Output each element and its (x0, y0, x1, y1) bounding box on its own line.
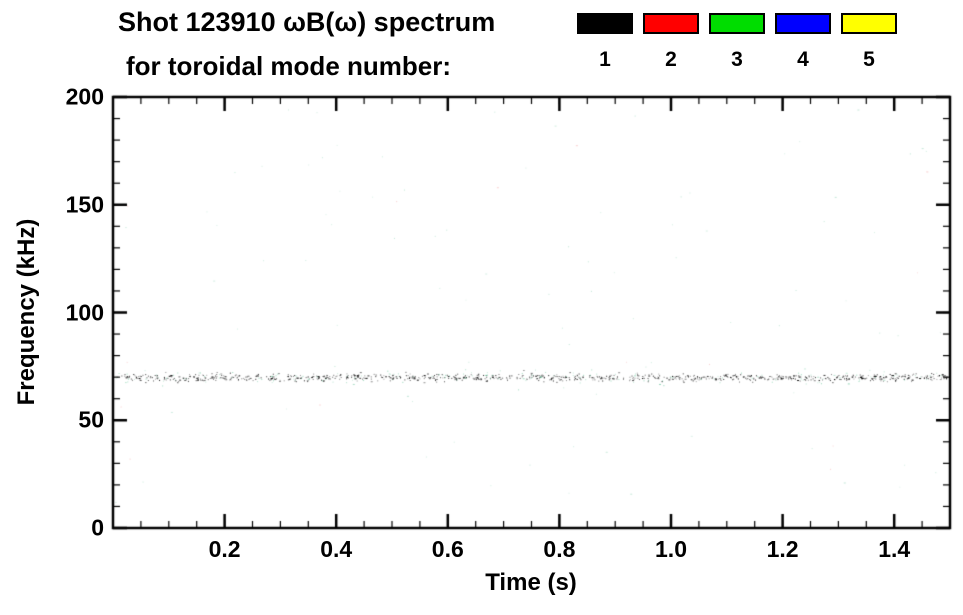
y-tick-label: 100 (65, 299, 104, 325)
legend-item: 1 (577, 13, 633, 72)
legend-mode-number-label: 4 (797, 48, 809, 71)
y-tick-label: 150 (65, 191, 104, 218)
x-tick-label: 1.0 (655, 536, 687, 562)
figure-title-line1: Shot 123910 ωB(ω) spectrum (118, 7, 496, 37)
x-tick-label: 0.2 (208, 536, 241, 562)
y-tick-label: 200 (65, 83, 104, 110)
legend: 1 2 3 4 5 (577, 13, 897, 72)
y-axis-label: Frequency (kHz) (13, 218, 40, 406)
legend-item: 3 (709, 13, 765, 72)
x-tick-label: 0.4 (320, 536, 353, 562)
x-tick-label: 0.8 (543, 536, 576, 562)
legend-mode-number-label: 1 (599, 48, 611, 71)
legend-item: 4 (775, 13, 831, 72)
legend-color-swatch (709, 13, 765, 34)
legend-item: 2 (643, 13, 699, 72)
x-tick-label: 1.2 (766, 536, 799, 562)
x-axis-label: Time (s) (485, 569, 577, 596)
figure-title-line2: for toroidal mode number: (126, 51, 451, 81)
y-tick-label: 50 (78, 406, 104, 433)
legend-color-swatch (577, 13, 633, 34)
y-tick-label: 0 (91, 514, 104, 541)
legend-mode-number-label: 2 (665, 48, 677, 71)
legend-color-swatch (643, 13, 699, 34)
legend-item: 5 (841, 13, 897, 72)
x-tick-label: 1.4 (878, 536, 911, 562)
legend-mode-number-label: 5 (863, 48, 875, 71)
legend-color-swatch (775, 13, 831, 34)
x-tick-label: 0.6 (431, 536, 464, 562)
legend-mode-number-label: 3 (731, 48, 743, 71)
legend-color-swatch (841, 13, 897, 34)
